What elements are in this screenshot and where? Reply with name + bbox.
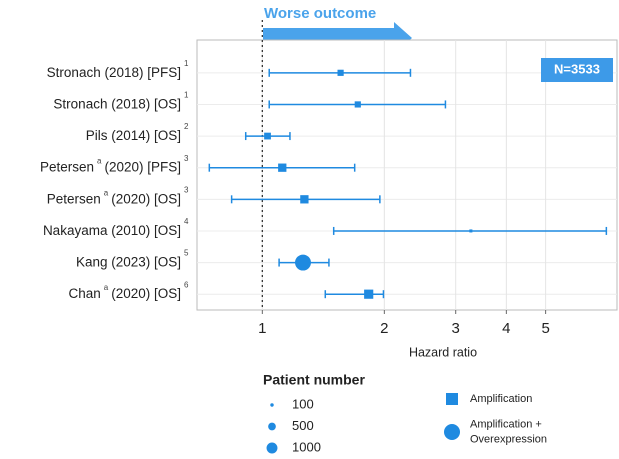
plot-background xyxy=(196,39,618,311)
x-tick-label: 4 xyxy=(502,320,510,337)
legend-shape-label: Overexpression xyxy=(470,433,547,445)
legend-size-marker xyxy=(266,442,278,454)
study-label: Kang (2023) [OS] xyxy=(76,254,181,269)
study-name: Nakayama (2010) [OS] xyxy=(43,223,181,238)
header: Worse outcome xyxy=(264,5,376,22)
study-name: Kang (2023) [OS] xyxy=(76,254,181,269)
study-name: Petersen xyxy=(40,159,94,174)
point-estimate xyxy=(354,101,361,108)
study-name-rest: (2020) [OS] xyxy=(111,191,181,206)
legend-shape-label: Amplification + xyxy=(470,418,542,430)
legend-size-label: 100 xyxy=(292,396,314,411)
reference-number: 3 xyxy=(184,154,189,163)
x-tick-label: 5 xyxy=(541,320,549,337)
legend-size-label: 1000 xyxy=(292,439,321,454)
point-estimate xyxy=(295,254,311,271)
study-name: Stronach (2018) [OS] xyxy=(53,96,181,111)
legend-size-marker xyxy=(270,403,274,407)
study-label: Stronach (2018) [OS] xyxy=(53,96,181,111)
point-estimate xyxy=(278,163,287,172)
legend-size-label: 500 xyxy=(292,418,314,433)
study-note-mark: a xyxy=(97,157,102,166)
study-name: Pils (2014) [OS] xyxy=(86,128,181,143)
x-axis-label: Hazard ratio xyxy=(409,345,477,359)
legend-shape-marker xyxy=(444,424,460,440)
reference-number: 2 xyxy=(184,122,189,131)
point-estimate xyxy=(469,229,473,233)
reference-number: 1 xyxy=(184,91,189,100)
study-label: Petersen a (2020) [PFS] xyxy=(40,157,181,174)
total-box xyxy=(541,58,613,82)
total-label: N=3533 xyxy=(554,61,600,76)
reference-number: 5 xyxy=(184,249,189,258)
x-tick-label: 1 xyxy=(258,320,266,337)
study-label: Chan a (2020) [OS] xyxy=(68,283,181,300)
reference-number: 3 xyxy=(184,185,189,194)
study-label: Petersen a (2020) [OS] xyxy=(47,188,181,205)
point-estimate xyxy=(364,289,374,299)
study-label: Stronach (2018) [PFS] xyxy=(47,64,181,79)
legend-size-marker xyxy=(268,422,276,431)
reference-number: 1 xyxy=(184,59,189,68)
point-estimate xyxy=(337,69,344,76)
legend-title: Patient number xyxy=(263,372,365,388)
study-label: Pils (2014) [OS] xyxy=(86,128,181,143)
x-tick-label: 2 xyxy=(380,320,388,337)
study-name: Petersen xyxy=(47,191,101,206)
x-tick-label: 3 xyxy=(452,320,460,337)
study-note-mark: a xyxy=(104,188,109,197)
point-estimate xyxy=(300,195,309,204)
reference-number: 4 xyxy=(184,217,189,226)
study-label: Nakayama (2010) [OS] xyxy=(43,223,181,238)
reference-number: 6 xyxy=(184,280,189,289)
legend-shape-label: Amplification xyxy=(470,393,532,405)
point-estimate xyxy=(264,132,271,140)
study-name: Chan xyxy=(68,286,100,301)
study-name-rest: (2020) [OS] xyxy=(111,286,181,301)
study-name-rest: (2020) [PFS] xyxy=(104,159,181,174)
legend-shape-marker xyxy=(446,393,458,405)
study-name: Stronach (2018) [PFS] xyxy=(47,64,181,79)
study-note-mark: a xyxy=(104,283,109,292)
